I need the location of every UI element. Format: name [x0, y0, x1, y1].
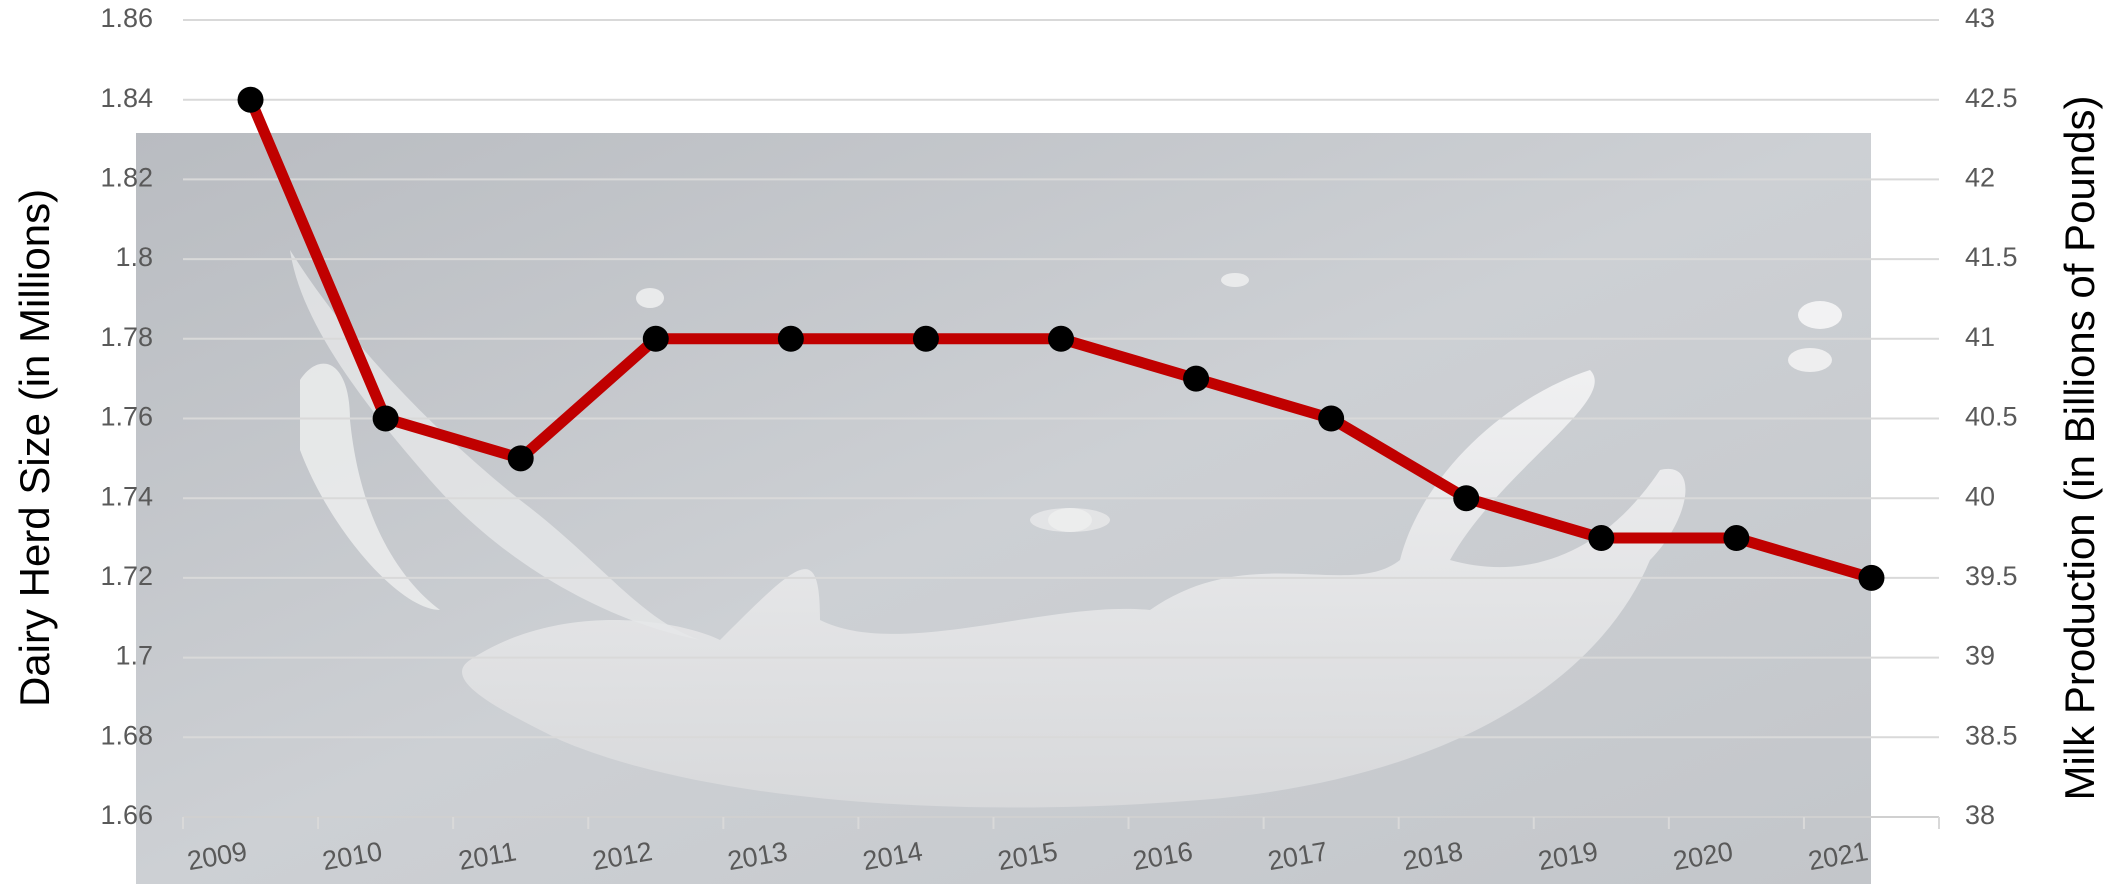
data-point	[1183, 365, 1210, 392]
data-point	[912, 325, 939, 352]
data-point	[507, 445, 534, 472]
y2-tick-label: 38.5	[1965, 720, 2018, 750]
y-tick-label: 1.8	[115, 242, 153, 272]
y2-axis-title: Milk Production (in Billions of Pounds)	[2056, 96, 2103, 801]
data-point	[642, 325, 669, 352]
y-tick-label: 1.76	[100, 402, 153, 432]
y2-tick-label: 41.5	[1965, 242, 2018, 272]
y-tick-label: 1.7	[115, 641, 153, 671]
data-point	[1588, 525, 1615, 552]
y2-tick-label: 39	[1965, 641, 1995, 671]
y-tick-label: 1.66	[100, 800, 153, 830]
data-point	[237, 86, 264, 113]
y-tick-label: 1.68	[100, 720, 153, 750]
background-image	[136, 133, 1871, 884]
y2-tick-label: 40	[1965, 481, 1995, 511]
y2-tick-label: 40.5	[1965, 402, 2018, 432]
y2-tick-label: 43	[1965, 3, 1995, 33]
data-point	[372, 405, 399, 432]
y-tick-label: 1.72	[100, 561, 153, 591]
data-point	[1048, 325, 1074, 352]
y2-tick-label: 42.5	[1965, 83, 2018, 113]
data-point	[1318, 405, 1345, 432]
y2-tick-label: 38	[1965, 800, 1995, 830]
data-point	[1723, 525, 1750, 552]
y-tick-label: 1.74	[100, 481, 153, 511]
y2-tick-label: 42	[1965, 163, 1995, 193]
y2-tick-label: 39.5	[1965, 561, 2018, 591]
data-point	[1858, 564, 1885, 591]
data-point	[1453, 485, 1480, 512]
y2-tick-label: 41	[1965, 322, 1995, 352]
y-axis-title: Dairy Herd Size (in Millions)	[11, 189, 58, 707]
y-tick-label: 1.86	[100, 3, 153, 33]
data-point	[777, 325, 804, 352]
y-tick-label: 1.78	[100, 322, 153, 352]
y-tick-label: 1.84	[100, 83, 153, 113]
y-tick-label: 1.82	[100, 163, 153, 193]
